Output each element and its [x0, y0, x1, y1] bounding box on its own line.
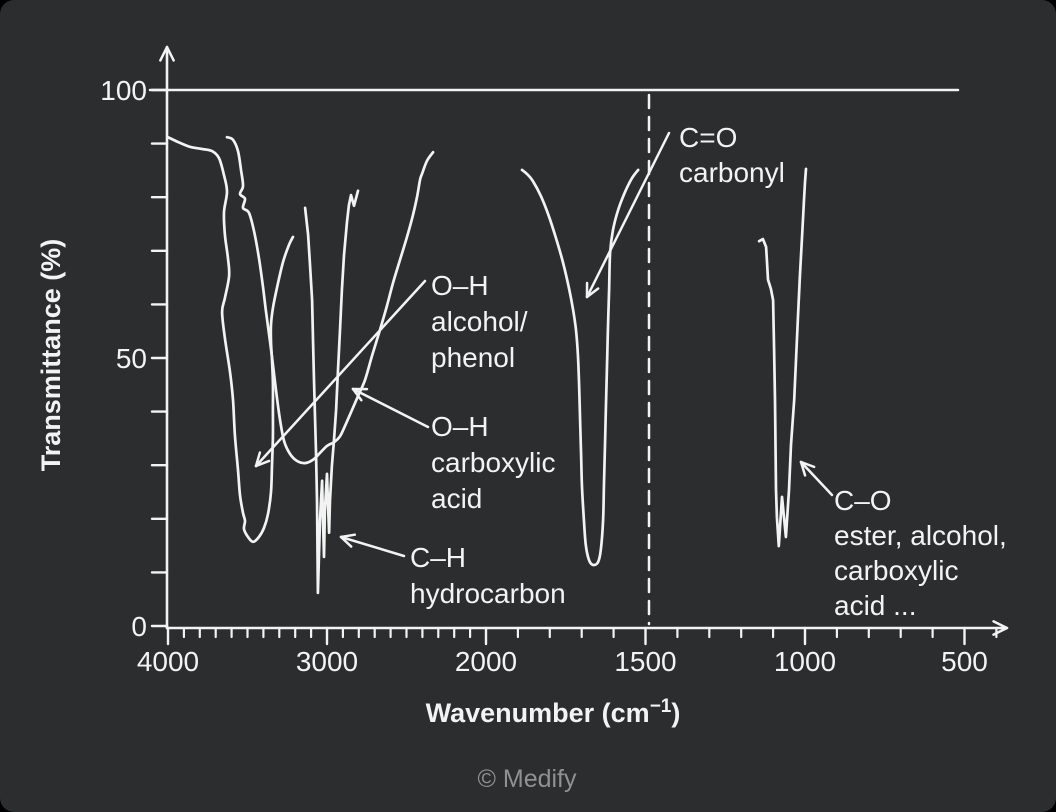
annotation-c-o-ester-arrow-shaft [799, 460, 834, 497]
y-axis-arrowhead-wing-0 [165, 45, 175, 62]
annotation-co-carbonyl-arrow-shaft [585, 131, 671, 299]
axis-arrowheads [159, 45, 1009, 636]
x-axis-ticks [166, 626, 998, 646]
y-axis-ticks [150, 88, 169, 628]
annotation-c-o-ester-line-0: C–O [834, 485, 892, 516]
band-ch-hydrocarbon-curve [303, 189, 360, 595]
x-tick-label-3000: 3000 [296, 646, 358, 677]
annotation-oh-alcohol: O–H alcohol/phenol [254, 270, 528, 468]
watermark-medify: © Medify [478, 765, 577, 793]
band-c-o-single-curve [757, 167, 808, 548]
spectrum-curves [166, 135, 808, 595]
annotation-oh-alcohol-line-2: phenol [431, 342, 515, 373]
x-tick-label-1000: 1000 [774, 646, 836, 677]
band-co-carbonyl-curve [520, 168, 640, 567]
annotation-co-carbonyl-arrowhead-wing-1 [585, 287, 600, 299]
x-tick-label-500: 500 [941, 646, 988, 677]
annotation-ch-hydrocarbon-arrow-shaft [339, 535, 406, 558]
band-oh-alcohol-curve [166, 135, 295, 544]
annotation-c-o-ester-arrowhead-wing-1 [799, 460, 807, 477]
y-axis-title: Transmittance (%) [36, 239, 66, 472]
x-axis-tick-labels: 4000 3000 2000 1500 1000 500 [137, 646, 988, 677]
x-axis-title-close: ) [671, 698, 680, 728]
x-axis-title-text: Wavenumber (cm [426, 698, 650, 728]
annotation-co-carbonyl: C=O carbonyl [585, 122, 785, 299]
x-axis-arrowhead-wing-1 [992, 620, 1009, 630]
y-tick-label-100: 100 [100, 75, 147, 106]
y-axis-tick-labels: 0 50 100 [100, 75, 147, 642]
y-axis-arrowhead-wing-1 [159, 45, 169, 62]
annotation-co-carbonyl-line-0: C=O [679, 122, 737, 153]
annotation-c-o-ester-arrowhead-wing-0 [799, 460, 816, 469]
annotation-c-o-ester-line-1: ester, alcohol, [834, 520, 1007, 551]
annotation-c-o-ester-line-2: carboxylic [834, 555, 958, 586]
annotation-ch-hydrocarbon-arrowhead-wing-1 [339, 535, 353, 548]
annotation-oh-alcohol-arrowhead-wing-0 [254, 451, 262, 468]
y-tick-label-0: 0 [131, 611, 147, 642]
x-axis-title: Wavenumber (cm−1) [426, 696, 681, 728]
x-tick-label-2000: 2000 [455, 646, 517, 677]
annotation-oh-carboxylic-line-0: O–H [431, 411, 489, 442]
annotation-c-o-ester-line-3: acid ... [834, 590, 916, 621]
annotation-oh-alcohol-line-0: O–H [431, 270, 489, 301]
x-tick-label-4000: 4000 [137, 646, 199, 677]
annotation-c-o-ester: C–O ester, alcohol, carboxylic acid ... [799, 460, 1007, 621]
annotation-oh-carboxylic-line-2: acid [431, 483, 482, 514]
band-oh-carboxylic-curve [225, 135, 435, 465]
annotation-oh-carboxylic-arrowhead-wing-1 [351, 387, 363, 402]
annotation-oh-alcohol-line-1: alcohol/ [431, 306, 528, 337]
y-tick-label-50: 50 [116, 343, 147, 374]
annotation-co-carbonyl-line-1: carbonyl [679, 157, 785, 188]
annotation-oh-alcohol-arrowhead-wing-1 [254, 459, 271, 468]
x-axis-title-superscript: −1 [650, 696, 672, 717]
annotation-oh-carboxylic-line-1: carboxylic [431, 447, 555, 478]
band-annotations: O–H alcohol/phenol O–H carboxylic acid C–H hyd… [254, 122, 1007, 621]
annotation-oh-carboxylic: O–H carboxylic acid [351, 387, 555, 514]
annotation-ch-hydrocarbon-line-0: C–H [410, 542, 466, 573]
annotation-ch-hydrocarbon-arrowhead-wing-0 [339, 533, 357, 539]
annotation-oh-carboxylic-arrow-shaft [351, 387, 430, 429]
annotation-oh-alcohol-arrow-shaft [254, 279, 427, 468]
annotation-ch-hydrocarbon-line-1: hydrocarbon [410, 578, 566, 609]
x-tick-label-1500: 1500 [614, 646, 676, 677]
annotation-ch-hydrocarbon: C–H hydrocarbon [339, 533, 566, 609]
